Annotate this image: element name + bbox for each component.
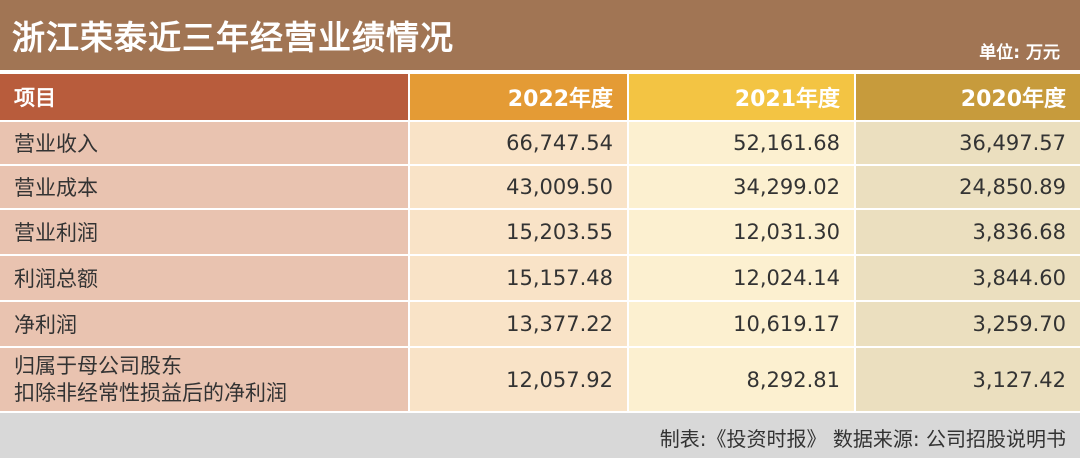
value-2020: 3,844.60: [856, 256, 1080, 300]
value-2021: 12,031.30: [629, 210, 854, 254]
value-2021: 8,292.81: [629, 348, 854, 411]
table-row: 归属于母公司股东 扣除非经常性损益后的净利润 12,057.92 8,292.8…: [0, 348, 1080, 411]
value-2022: 13,377.22: [410, 302, 627, 346]
row-label-line1: 归属于母公司股东: [14, 353, 182, 378]
row-label: 营业收入: [0, 122, 408, 164]
column-header-row: 项目 2022年度 2021年度 2020年度: [0, 74, 1080, 120]
row-label: 归属于母公司股东 扣除非经常性损益后的净利润: [0, 348, 408, 411]
value-2021: 52,161.68: [629, 122, 854, 164]
row-label-line2: 扣除非经常性损益后的净利润: [14, 380, 287, 405]
value-2022: 66,747.54: [410, 122, 627, 164]
column-header-2021: 2021年度: [629, 74, 854, 120]
row-label: 利润总额: [0, 256, 408, 300]
value-2022: 15,203.55: [410, 210, 627, 254]
page-title: 浙江荣泰近三年经营业绩情况: [12, 18, 454, 57]
value-2020: 3,259.70: [856, 302, 1080, 346]
source-note: 制表:《投资时报》 数据来源: 公司招股说明书: [659, 427, 1066, 451]
value-2020: 24,850.89: [856, 166, 1080, 208]
row-label: 营业利润: [0, 210, 408, 254]
column-header-2022: 2022年度: [410, 74, 627, 120]
value-2022: 15,157.48: [410, 256, 627, 300]
value-2022: 12,057.92: [410, 348, 627, 411]
value-2020: 3,127.42: [856, 348, 1080, 411]
footer-bar: 制表:《投资时报》 数据来源: 公司招股说明书: [0, 413, 1080, 458]
value-2020: 3,836.68: [856, 210, 1080, 254]
table-row: 净利润 13,377.22 10,619.17 3,259.70: [0, 302, 1080, 346]
value-2021: 12,024.14: [629, 256, 854, 300]
column-header-2020: 2020年度: [856, 74, 1080, 120]
table-row: 营业收入 66,747.54 52,161.68 36,497.57: [0, 122, 1080, 164]
table-row: 营业利润 15,203.55 12,031.30 3,836.68: [0, 210, 1080, 254]
unit-label: 单位: 万元: [979, 43, 1060, 63]
column-header-item: 项目: [0, 74, 408, 120]
value-2020: 36,497.57: [856, 122, 1080, 164]
value-2021: 34,299.02: [629, 166, 854, 208]
title-bar: 浙江荣泰近三年经营业绩情况 单位: 万元: [0, 0, 1080, 70]
value-2022: 43,009.50: [410, 166, 627, 208]
table-row: 利润总额 15,157.48 12,024.14 3,844.60: [0, 256, 1080, 300]
row-label: 营业成本: [0, 166, 408, 208]
table-row: 营业成本 43,009.50 34,299.02 24,850.89: [0, 166, 1080, 208]
row-label: 净利润: [0, 302, 408, 346]
value-2021: 10,619.17: [629, 302, 854, 346]
